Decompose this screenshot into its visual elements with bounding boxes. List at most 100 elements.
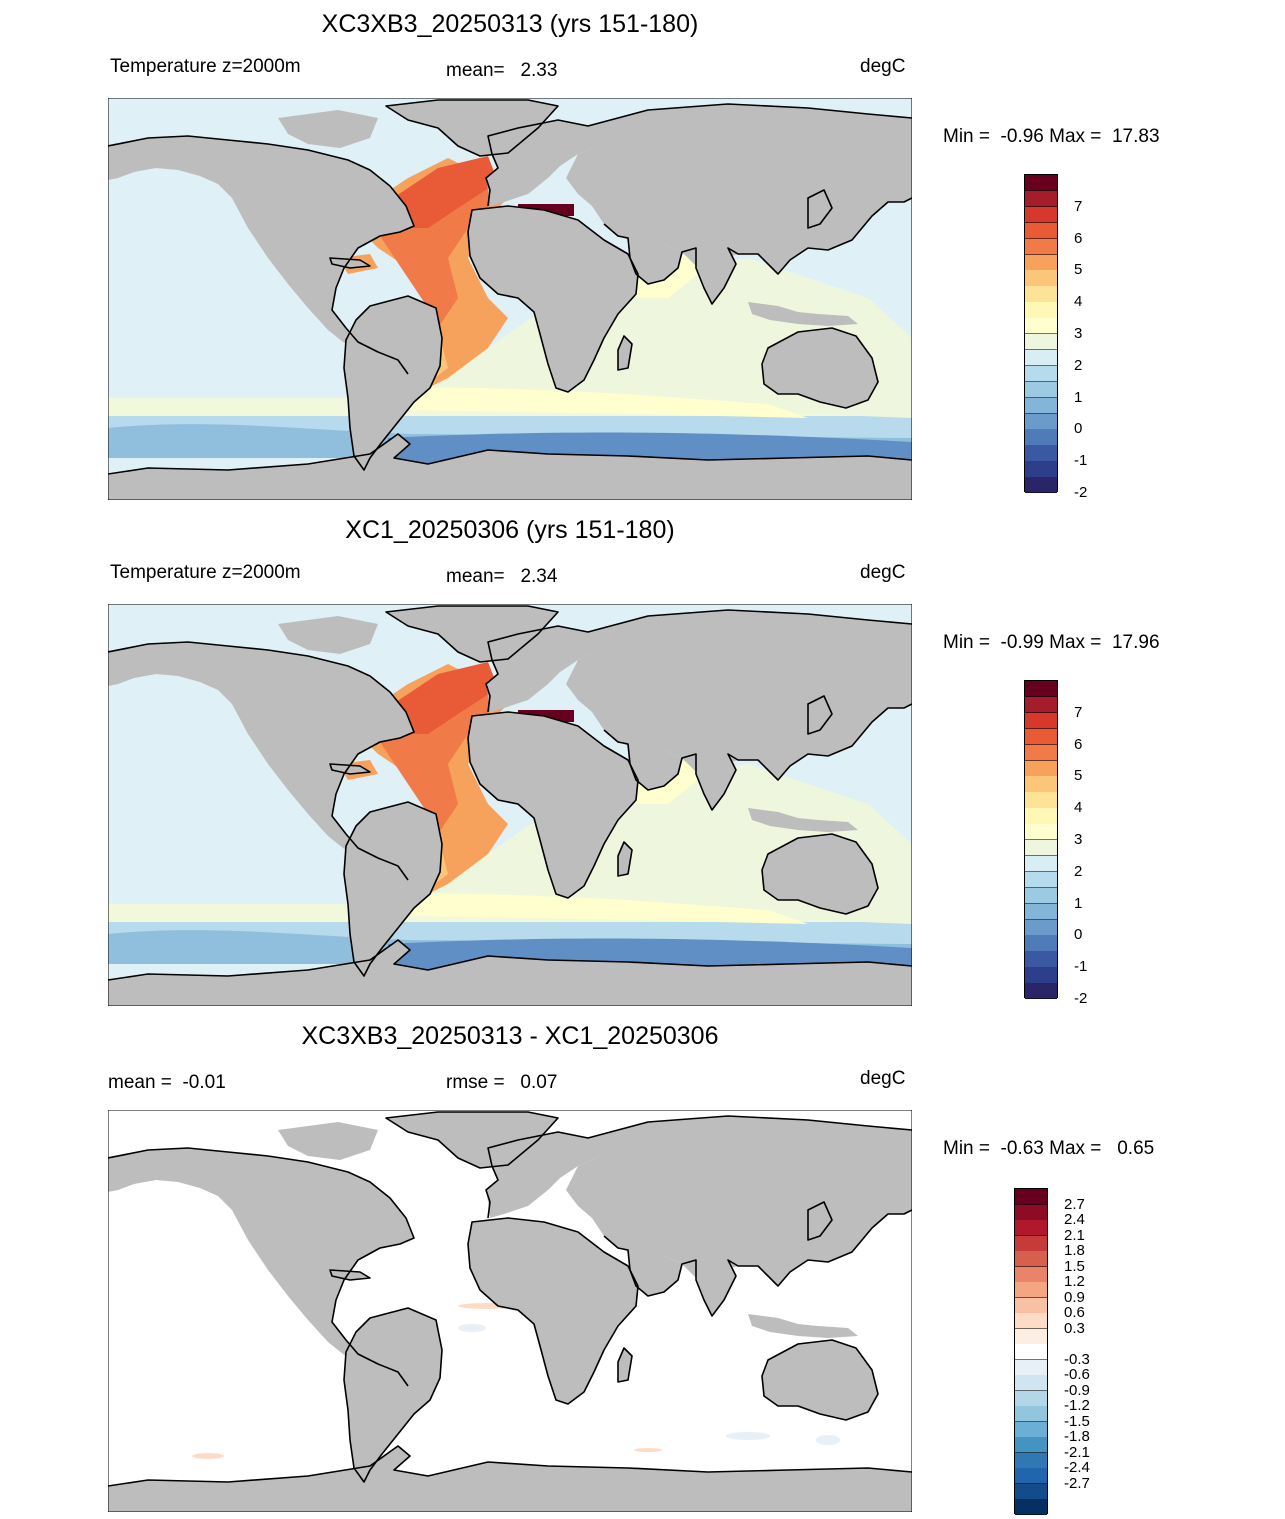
- colorbar-swatch: [1025, 461, 1057, 478]
- panel-2: XC1_20250306 (yrs 151-180) Temperature z…: [0, 506, 1285, 1011]
- colorbar-swatch: [1025, 270, 1057, 287]
- colorbar-tick-label: -2.1: [1064, 1443, 1090, 1461]
- colorbar-box: [1024, 174, 1058, 494]
- colorbar-swatch: [1025, 696, 1057, 714]
- colorbar-swatch: [1025, 824, 1057, 841]
- colorbar-tick-label: -1.5: [1064, 1412, 1090, 1430]
- colorbar-tick-label: 1.8: [1064, 1242, 1085, 1260]
- colorbar-swatch: [1025, 792, 1057, 809]
- colorbar-swatch: [1015, 1220, 1047, 1237]
- colorbar-swatch: [1025, 254, 1057, 271]
- colorbar-tick-label: 2.4: [1064, 1211, 1085, 1229]
- colorbar-swatch: [1015, 1452, 1047, 1469]
- colorbar-swatch: [1015, 1297, 1047, 1314]
- minmax-label: Min = -0.99 Max = 17.96: [943, 632, 1160, 653]
- panel-title: XC3XB3_20250313 (yrs 151-180): [321, 10, 699, 38]
- colorbar-swatch: [1025, 429, 1057, 446]
- colorbar: 2.7 2.4 2.1 1.8 1.5 1.2 0.9 0.6 0.3 -0.3 -0.6 -0.9-…: [1014, 1188, 1104, 1516]
- colorbar-swatch: [1025, 983, 1057, 1000]
- colorbar-tick-label: -0.9: [1064, 1381, 1090, 1399]
- colorbar-tick-label: -1: [1074, 958, 1088, 976]
- colorbar-swatch: [1015, 1390, 1047, 1407]
- panel-mean-label: mean= 2.34: [446, 566, 558, 587]
- colorbar-swatch: [1025, 413, 1057, 430]
- colorbar-swatch: [1025, 349, 1057, 367]
- colorbar-swatch: [1015, 1235, 1047, 1252]
- colorbar-tick-label: 6: [1074, 735, 1083, 753]
- colorbar: 7 6 5 4 3 2 1 0 -1 -2: [1024, 680, 1104, 1006]
- colorbar-swatch: [1015, 1266, 1047, 1283]
- colorbar-swatch: [1025, 190, 1057, 208]
- colorbar-tick-label: 0.3: [1064, 1319, 1085, 1337]
- colorbar-swatch: [1025, 903, 1057, 920]
- colorbar-tick-label: -1.2: [1064, 1397, 1090, 1415]
- colorbar-tick-label: 4: [1074, 799, 1083, 817]
- colorbar-tick-label: 2.1: [1064, 1226, 1085, 1244]
- colorbar-tick-label: 1: [1074, 894, 1083, 912]
- colorbar-swatch: [1015, 1282, 1047, 1299]
- colorbar-tick-label: 0.6: [1064, 1304, 1085, 1322]
- colorbar-tick-label: -1: [1074, 452, 1088, 470]
- colorbar-swatch: [1025, 175, 1057, 192]
- colorbar-tick-label: -1.8: [1064, 1428, 1090, 1446]
- colorbar-tick-label: 2: [1074, 862, 1083, 880]
- colorbar-tick-label: -0.3: [1064, 1350, 1090, 1368]
- colorbar-swatch: [1025, 935, 1057, 952]
- colorbar-tick-label: 0: [1074, 926, 1083, 944]
- colorbar-swatch: [1025, 206, 1057, 224]
- panel-title: XC3XB3_20250313 - XC1_20250306: [301, 1022, 719, 1050]
- temperature-map: [108, 98, 912, 500]
- colorbar-tick-label: 0: [1074, 420, 1083, 438]
- colorbar-tick-label: 1: [1074, 388, 1083, 406]
- colorbar-box: [1024, 680, 1058, 1000]
- colorbar-swatch: [1025, 967, 1057, 984]
- colorbar: 7 6 5 4 3 2 1 0 -1 -2: [1024, 174, 1104, 500]
- colorbar-tick-label: -2.4: [1064, 1459, 1090, 1477]
- panel-units-label: degC: [860, 56, 906, 77]
- colorbar-swatch: [1025, 381, 1057, 399]
- panel-left-label: Temperature z=2000m: [110, 562, 301, 583]
- colorbar-tick-label: 3: [1074, 831, 1083, 848]
- panel-mean-label: mean= 2.33: [446, 60, 558, 81]
- colorbar-swatch: [1025, 238, 1057, 255]
- colorbar-swatch: [1025, 302, 1057, 319]
- panel-title: XC1_20250306 (yrs 151-180): [345, 516, 675, 544]
- colorbar-swatch: [1025, 222, 1057, 240]
- colorbar-swatch: [1015, 1189, 1047, 1206]
- colorbar-swatch: [1015, 1359, 1047, 1376]
- colorbar-tick-label: 1.2: [1064, 1273, 1085, 1291]
- colorbar-swatch: [1015, 1313, 1047, 1330]
- colorbar-swatch: [1025, 840, 1057, 857]
- colorbar-swatch: [1015, 1344, 1047, 1361]
- colorbar-tick-label: 5: [1074, 767, 1083, 785]
- colorbar-swatch: [1025, 871, 1057, 889]
- colorbar-swatch: [1025, 397, 1057, 414]
- colorbar-tick-label: 6: [1074, 229, 1083, 247]
- colorbar-tick-label: 7: [1074, 197, 1083, 215]
- colorbar-swatch: [1025, 919, 1057, 936]
- colorbar-swatch: [1025, 477, 1057, 494]
- colorbar-swatch: [1015, 1328, 1047, 1345]
- colorbar-tick-label: 0.9: [1064, 1288, 1085, 1306]
- minmax-label: Min = -0.96 Max = 17.83: [943, 126, 1160, 147]
- colorbar-swatch: [1025, 744, 1057, 761]
- colorbar-swatch: [1025, 808, 1057, 825]
- difference-map: [108, 1110, 912, 1512]
- colorbar-swatch: [1015, 1468, 1047, 1485]
- panel-units-label: degC: [860, 562, 906, 583]
- panel-mean-label: mean = -0.01: [108, 1072, 226, 1093]
- colorbar-swatch: [1025, 712, 1057, 730]
- colorbar-swatch: [1025, 286, 1057, 303]
- colorbar-swatch: [1015, 1406, 1047, 1423]
- colorbar-tick-label: 1.5: [1064, 1257, 1085, 1275]
- panel-left-label: Temperature z=2000m: [110, 56, 301, 77]
- colorbar-swatch: [1025, 760, 1057, 777]
- colorbar-swatch: [1025, 776, 1057, 793]
- colorbar-swatch: [1015, 1375, 1047, 1392]
- colorbar-swatch: [1025, 445, 1057, 462]
- panel-rmse-label: rmse = 0.07: [446, 1072, 558, 1093]
- colorbar-swatch: [1025, 334, 1057, 351]
- colorbar-tick-label: 2: [1074, 356, 1083, 374]
- colorbar-swatch: [1025, 728, 1057, 746]
- colorbar-swatch: [1025, 951, 1057, 968]
